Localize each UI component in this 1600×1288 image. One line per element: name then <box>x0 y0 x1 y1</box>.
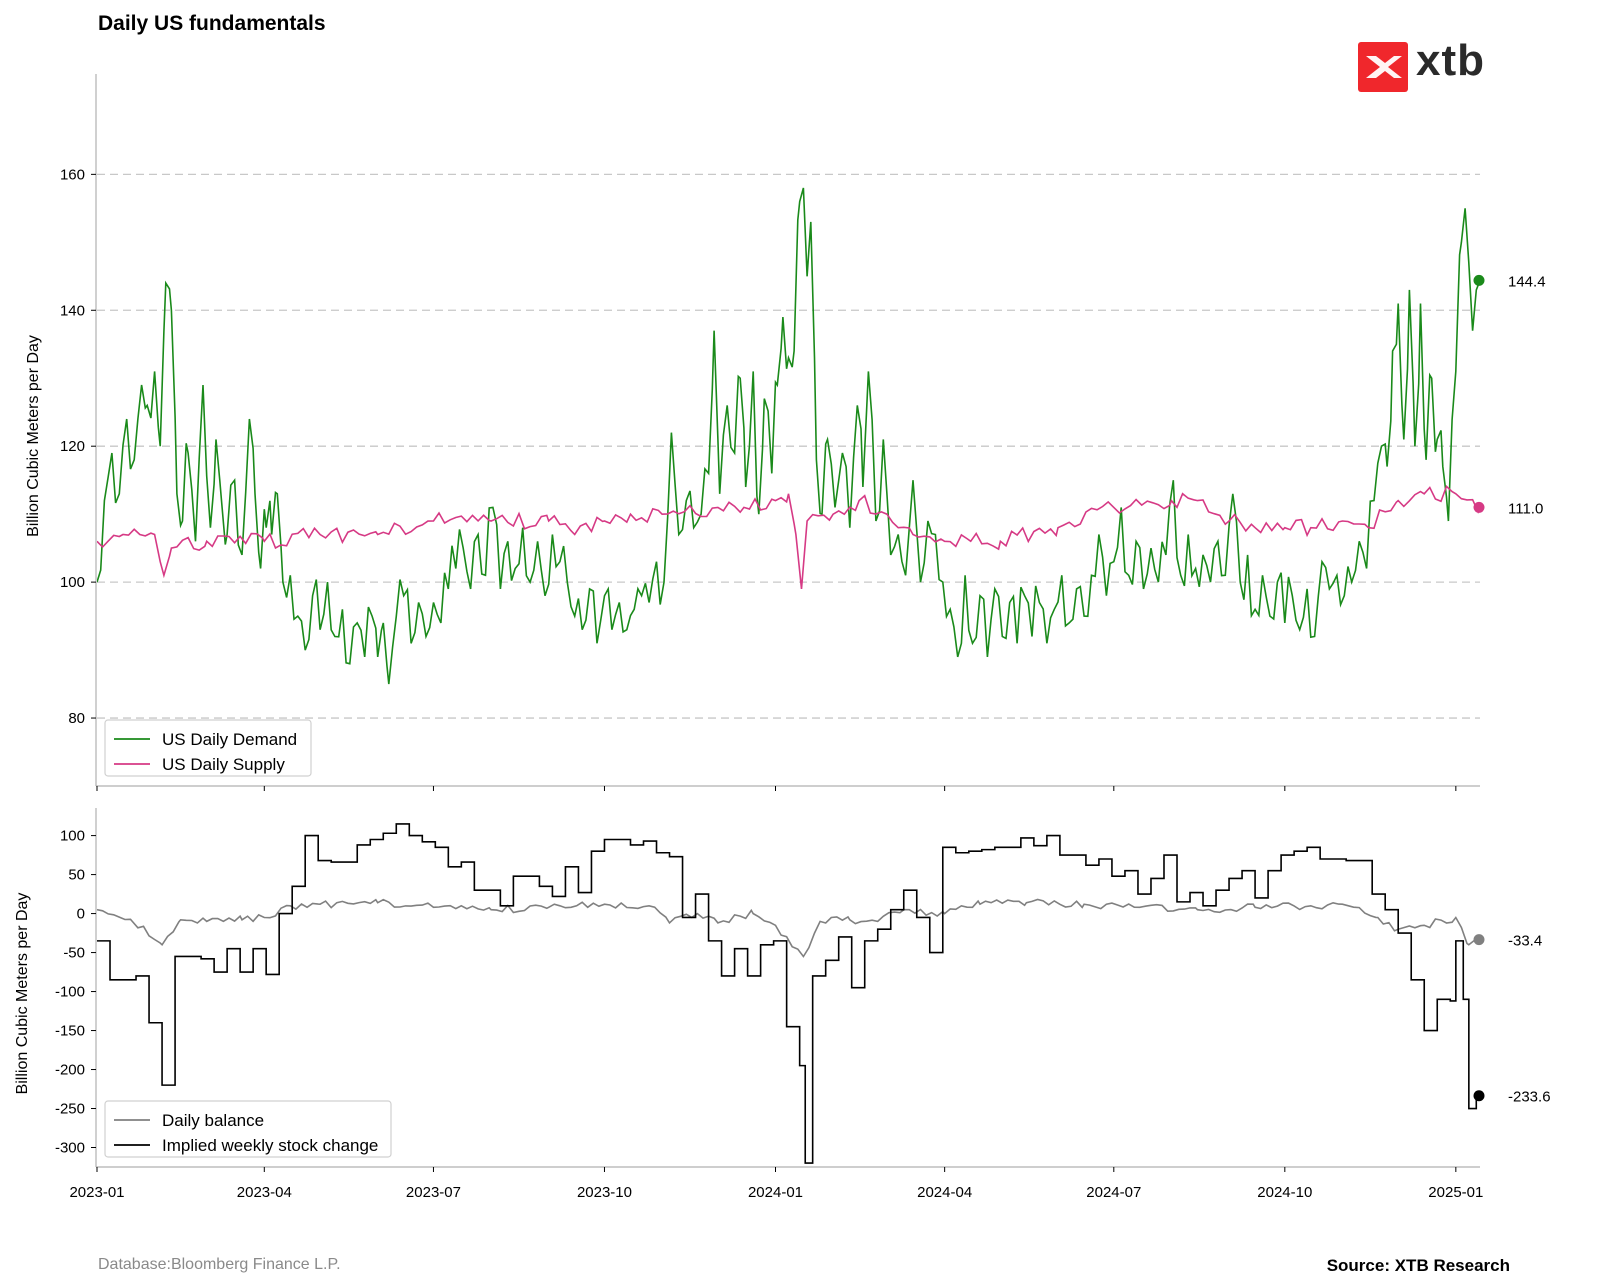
x-tick-label: 2023-07 <box>406 1184 461 1201</box>
legend-label: Implied weekly stock change <box>162 1136 378 1155</box>
end-marker <box>1473 934 1485 946</box>
footer-source: Source: XTB Research <box>1326 1256 1510 1275</box>
y-tick-label: -250 <box>55 1101 85 1118</box>
legend-label: US Daily Supply <box>162 755 285 774</box>
legend-label: US Daily Demand <box>162 730 297 749</box>
y-tick-label: 80 <box>68 710 85 727</box>
y-tick-label: 160 <box>60 166 85 183</box>
x-tick-label: 2024-10 <box>1257 1184 1312 1201</box>
y-tick-label: 50 <box>68 867 85 884</box>
end-value-label: 111.0 <box>1508 500 1543 517</box>
y-tick-label: -200 <box>55 1062 85 1079</box>
xtb-logo-mark <box>1358 42 1408 92</box>
footer-database: Database:Bloomberg Finance L.P. <box>98 1256 341 1273</box>
legend <box>104 719 312 777</box>
chart-title: Daily US fundamentals <box>98 12 326 35</box>
y-tick-label: 100 <box>60 574 85 591</box>
x-tick-label: 2024-01 <box>748 1184 803 1201</box>
y-tick-label: 120 <box>60 438 85 455</box>
series-line-us-daily-demand <box>97 187 1481 685</box>
y-tick-label: -150 <box>55 1023 85 1040</box>
end-marker <box>1473 501 1485 513</box>
x-tick-label: 2024-04 <box>917 1184 972 1201</box>
series-line-implied-weekly-stock-change <box>97 823 1478 1164</box>
xtb-logo-text: xtb <box>1416 36 1485 85</box>
x-tick-label: 2023-04 <box>237 1184 292 1201</box>
end-marker <box>1473 1090 1485 1102</box>
y-axis-title: Billion Cubic Meters per Day <box>25 335 42 537</box>
end-value-label: -33.4 <box>1508 933 1542 950</box>
x-tick-label: 2023-10 <box>577 1184 632 1201</box>
y-tick-label: 140 <box>60 302 85 319</box>
y-tick-label: -300 <box>55 1140 85 1157</box>
y-tick-label: -50 <box>63 945 85 962</box>
end-value-label: 144.4 <box>1508 273 1546 290</box>
x-tick-label: 2024-07 <box>1086 1184 1141 1201</box>
panel-1: 80 100 120 140 160 Billion Cubic Meters per D… <box>25 74 1546 791</box>
y-tick-label: -100 <box>55 984 85 1001</box>
x-tick-label: 2023-01 <box>69 1184 124 1201</box>
legend-label: Daily balance <box>162 1111 264 1130</box>
xtb-logo: xtb <box>1358 36 1490 94</box>
series-line-us-daily-supply <box>97 484 1481 589</box>
series-line-daily-balance <box>97 898 1481 958</box>
legend <box>104 1100 392 1158</box>
y-tick-label: 0 <box>77 906 85 923</box>
x-tick-label: 2025-01 <box>1428 1184 1483 1201</box>
end-marker <box>1473 274 1485 286</box>
panel-2: 100 50 0 -50 -100 -150 -200 -250 -300 Billion Cub… <box>14 808 1551 1201</box>
end-value-label: -233.6 <box>1508 1089 1551 1106</box>
y-axis-title: Billion Cubic Meters per Day <box>14 893 31 1095</box>
y-tick-label: 100 <box>60 828 85 845</box>
